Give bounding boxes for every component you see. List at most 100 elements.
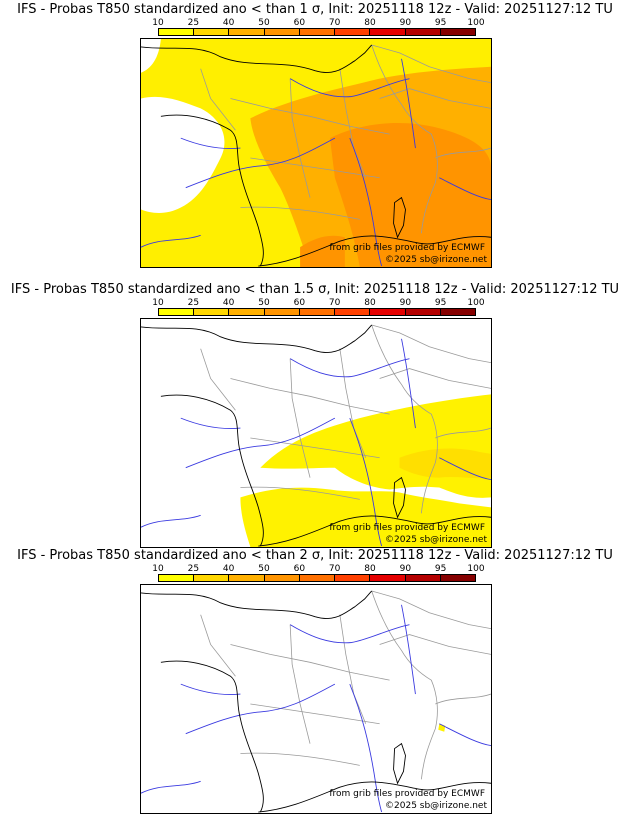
- river: [401, 338, 416, 429]
- admin-border: [371, 44, 491, 84]
- admin-border: [379, 368, 491, 389]
- river: [141, 780, 201, 794]
- probability-area: [399, 448, 491, 479]
- scale-segment-50: [264, 309, 300, 315]
- coastline: [141, 590, 373, 619]
- scale-tick-50: 50: [258, 18, 270, 28]
- admin-border: [240, 752, 360, 766]
- admin-border: [435, 693, 491, 705]
- scale-segment-40: [229, 29, 265, 35]
- river: [401, 604, 416, 695]
- coastline: [160, 114, 264, 267]
- coastline: [393, 742, 406, 785]
- color-scale: 10 25 40 50 60 70 80 90 95 100: [152, 18, 485, 38]
- admin-border: [371, 324, 491, 364]
- scale-tick-80: 80: [364, 18, 376, 28]
- coastline: [393, 476, 406, 519]
- river: [185, 417, 336, 469]
- scale-bar: [158, 28, 476, 36]
- map-canvas: [141, 39, 491, 267]
- river: [289, 78, 410, 98]
- scale-segment-95: [440, 575, 475, 581]
- river: [401, 58, 416, 149]
- river: [141, 514, 201, 528]
- scale-segment-10: [159, 29, 195, 35]
- scale-tick-100: 100: [467, 564, 485, 574]
- map-panel-1-sigma: IFS - Probas T850 standardized ano < tha…: [0, 2, 630, 272]
- map-panel-1-5-sigma: IFS - Probas T850 standardized ano < tha…: [0, 282, 630, 552]
- scale-tick-100: 100: [467, 298, 485, 308]
- scale-segment-90: [405, 575, 441, 581]
- river: [439, 457, 491, 481]
- river: [185, 137, 336, 189]
- admin-border: [200, 348, 236, 411]
- scale-tick-40: 40: [222, 564, 235, 574]
- river: [349, 683, 383, 813]
- copyright-credit: ©2025 sb@irizone.net: [385, 255, 487, 265]
- river: [349, 417, 383, 547]
- scale-segment-70: [335, 575, 371, 581]
- probability-map: from grib files provided by ECMWF ©2025 …: [140, 318, 492, 548]
- admin-border: [339, 614, 367, 724]
- scale-segment-70: [335, 29, 371, 35]
- scale-ticks: 10 25 40 50 60 70 80 90 95 100: [152, 298, 484, 308]
- scale-segment-25: [194, 575, 230, 581]
- coastline: [258, 235, 491, 267]
- scale-tick-90: 90: [399, 298, 412, 308]
- copyright-credit: ©2025 sb@irizone.net: [385, 535, 487, 545]
- river: [180, 417, 241, 429]
- scale-segment-50: [264, 575, 300, 581]
- scale-tick-25: 25: [187, 298, 200, 308]
- coastline: [258, 781, 491, 813]
- scale-segment-40: [229, 575, 265, 581]
- panel-title: IFS - Probas T850 standardized ano < tha…: [10, 282, 620, 297]
- scale-tick-90: 90: [399, 564, 412, 574]
- admin-border: [240, 206, 360, 220]
- scale-segment-95: [440, 309, 475, 315]
- scale-segment-60: [299, 309, 336, 315]
- scale-segment-90: [405, 309, 441, 315]
- scale-bar: [158, 574, 476, 582]
- scale-bar: [158, 308, 476, 316]
- probability-area: [260, 394, 491, 498]
- river: [439, 723, 491, 747]
- admin-border: [371, 590, 491, 630]
- admin-border: [250, 703, 380, 725]
- admin-border: [200, 614, 236, 677]
- source-credit: from grib files provided by ECMWF: [329, 243, 485, 253]
- admin-border: [379, 88, 491, 109]
- probability-area: [141, 96, 225, 213]
- admin-border: [379, 634, 491, 655]
- scale-segment-10: [159, 309, 195, 315]
- scale-tick-25: 25: [187, 18, 200, 28]
- scale-tick-95: 95: [434, 564, 447, 574]
- scale-segment-60: [299, 575, 336, 581]
- scale-ticks: 10 25 40 50 60 70 80 90 95 100: [152, 18, 484, 28]
- coastline: [160, 394, 264, 547]
- scale-tick-50: 50: [258, 564, 270, 574]
- coastline: [141, 324, 373, 353]
- admin-border: [371, 44, 438, 234]
- admin-border: [371, 590, 438, 780]
- probability-area: [240, 487, 491, 547]
- scale-tick-60: 60: [293, 564, 306, 574]
- copyright-credit: ©2025 sb@irizone.net: [385, 801, 487, 811]
- source-credit: from grib files provided by ECMWF: [329, 523, 485, 533]
- probability-map: from grib files provided by ECMWF ©2025 …: [140, 38, 492, 268]
- admin-border: [289, 358, 311, 478]
- scale-ticks: 10 25 40 50 60 70 80 90 95 100: [152, 564, 484, 574]
- admin-border: [339, 348, 367, 458]
- scale-tick-10: 10: [152, 298, 164, 308]
- probability-map: from grib files provided by ECMWF ©2025 …: [140, 584, 492, 814]
- admin-border: [435, 147, 491, 159]
- scale-segment-25: [194, 309, 230, 315]
- admin-border: [371, 324, 438, 514]
- scale-tick-90: 90: [399, 18, 412, 28]
- scale-segment-80: [370, 309, 406, 315]
- scale-tick-40: 40: [222, 18, 235, 28]
- admin-border: [289, 624, 311, 744]
- panel-title: IFS - Probas T850 standardized ano < tha…: [17, 2, 613, 17]
- scale-segment-95: [440, 29, 475, 35]
- admin-border: [200, 68, 236, 131]
- admin-border: [230, 378, 390, 415]
